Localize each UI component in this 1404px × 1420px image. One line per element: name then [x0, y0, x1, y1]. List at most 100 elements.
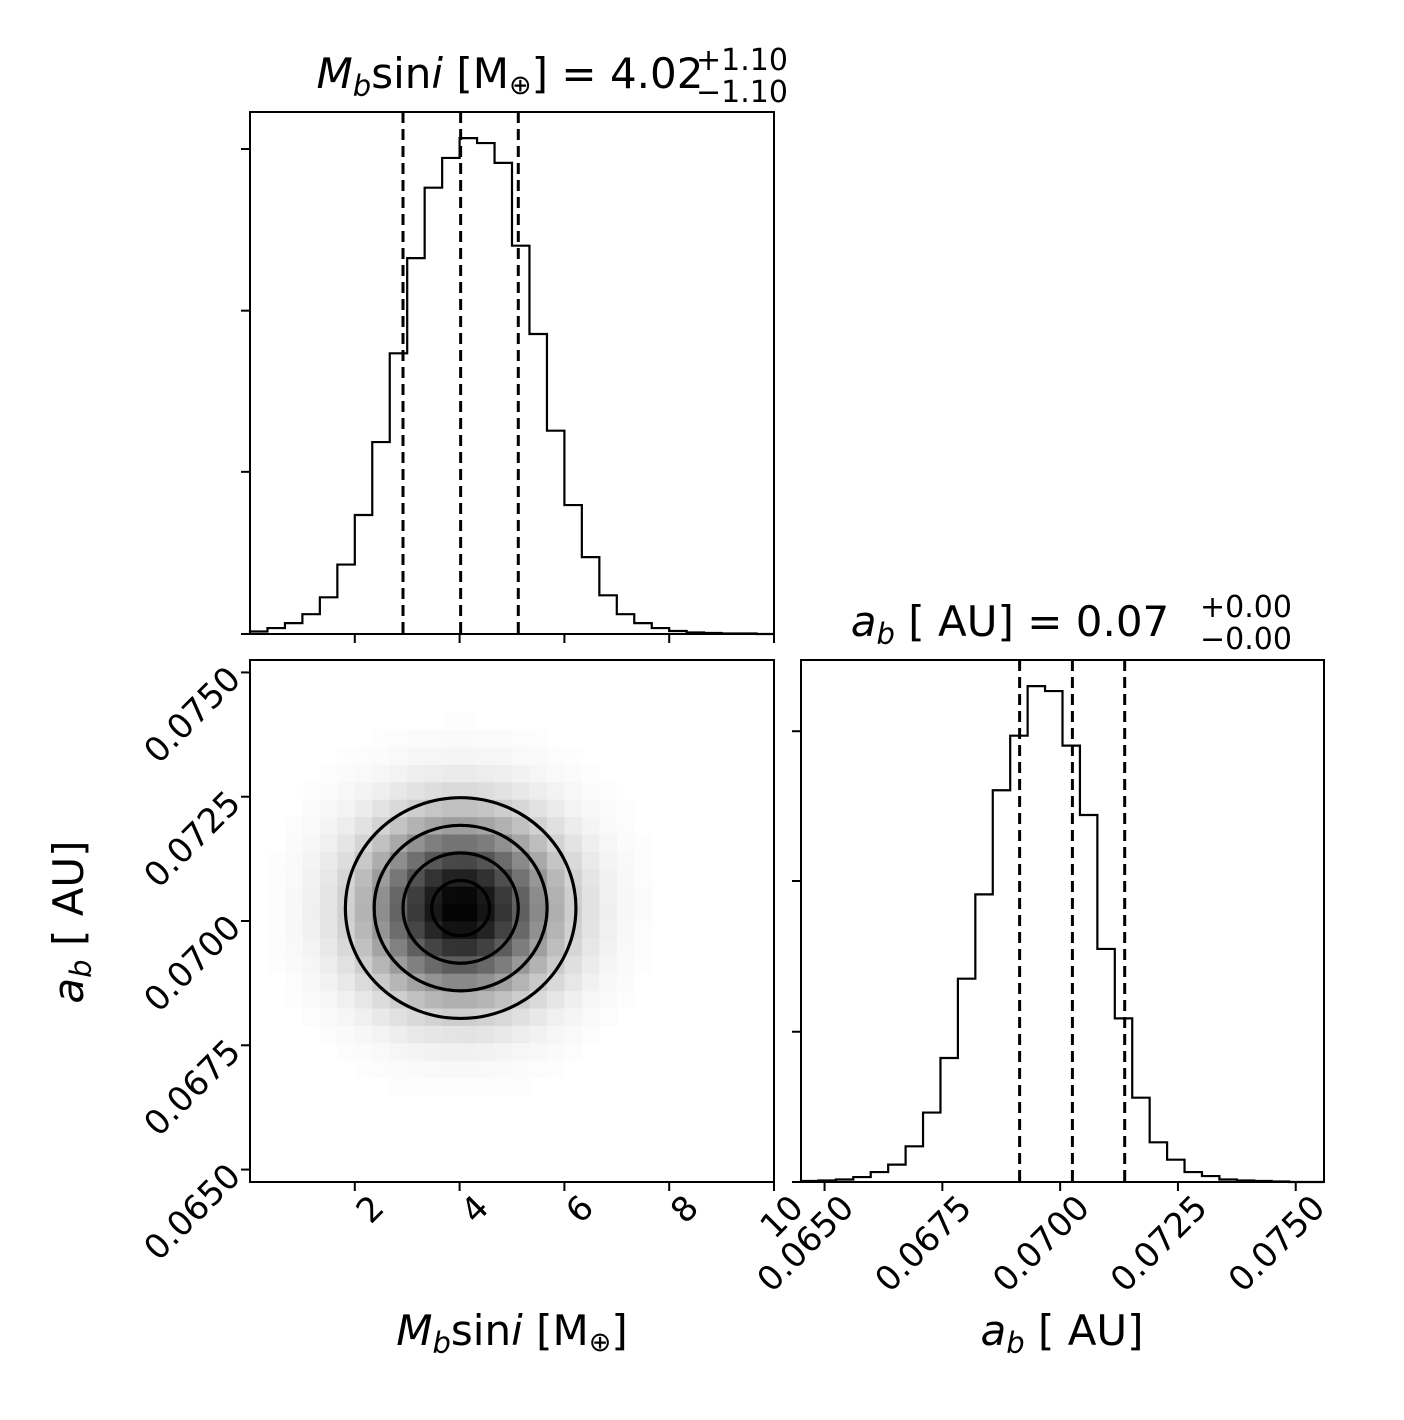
density-cell [372, 990, 391, 1009]
density-cell [442, 712, 461, 731]
density-cell [616, 834, 635, 852]
density-cell [442, 747, 461, 765]
density-cell [302, 799, 321, 818]
hist-a-bin [1063, 746, 1080, 1182]
density-cell [424, 1025, 443, 1044]
density-cell [407, 903, 426, 922]
hist-mass-step-outline [248, 137, 774, 636]
density-cell [284, 851, 303, 870]
density-cell [494, 1060, 513, 1079]
density-cell [337, 1025, 356, 1044]
density-cell [407, 886, 426, 905]
density-cell [284, 816, 303, 835]
density-cell [442, 799, 461, 818]
density-cell [284, 938, 303, 957]
density-cell [389, 1025, 408, 1044]
density-cell [529, 729, 548, 748]
density-cell [267, 868, 286, 887]
density-cell [512, 1060, 530, 1079]
density-contour [401, 851, 520, 965]
density-xtick-label: 2 [349, 1188, 393, 1232]
density-cell [407, 781, 426, 800]
density-cell [319, 834, 338, 852]
hist-a-quantile-lines [1018, 660, 1127, 1182]
density-cell [319, 903, 338, 922]
density-cell [372, 764, 391, 783]
density-cell [389, 764, 408, 783]
density-cell [494, 1077, 513, 1096]
density-cell [494, 921, 513, 939]
density-cell [337, 834, 356, 852]
density-cell [372, 1042, 391, 1061]
density-cell [372, 834, 391, 852]
hist-mass-bin [407, 258, 424, 634]
density-cell [389, 868, 408, 887]
title-ital: i [431, 49, 443, 98]
density-cell [407, 868, 426, 887]
density-ytick-label: 0.0700 [136, 908, 248, 1020]
density-cell [442, 781, 461, 800]
density-cell [599, 834, 618, 852]
density-cell [372, 955, 391, 974]
density-cell [319, 955, 338, 974]
density-cell [546, 903, 565, 922]
hist-a-xtick-label: 0.0675 [867, 1188, 979, 1300]
density-cell [407, 1077, 426, 1096]
density-cell [581, 851, 600, 870]
density-cell [302, 973, 321, 992]
density-cell [494, 764, 513, 783]
density-cell [564, 990, 583, 1009]
density-cell [424, 990, 443, 1009]
density-cell [267, 955, 286, 974]
density-cell [512, 1025, 530, 1044]
density-cell [372, 903, 391, 922]
density-cell [599, 921, 618, 939]
density-cell [581, 1025, 600, 1044]
density-cell [442, 1060, 461, 1079]
density-cell [477, 799, 496, 818]
density-contour [372, 823, 549, 993]
density-cell [599, 973, 618, 992]
density-contour [430, 878, 492, 938]
density-cell [389, 851, 408, 870]
density-cell [477, 990, 496, 1009]
hist-a-bin [1150, 1142, 1167, 1182]
density-cell [424, 834, 443, 852]
density-cell [337, 764, 356, 783]
xlabel-earth-symbol: ⊕ [589, 1327, 612, 1358]
density-cell [354, 1042, 373, 1061]
hist-mass-bin [512, 246, 529, 634]
density-cell [407, 990, 426, 1009]
density-cell [424, 1077, 443, 1096]
density-cell [599, 1008, 618, 1026]
density-cell [599, 903, 618, 922]
density-cell [616, 973, 635, 992]
hist-a-bin [923, 1113, 940, 1182]
density-cell [512, 973, 530, 992]
density-cell [389, 1060, 408, 1079]
density-cell [442, 834, 461, 852]
hist-a-title: ab [ AU] = 0.07 [851, 597, 1170, 651]
density-cell [424, 921, 443, 939]
title-value: 4.02 [610, 49, 704, 98]
density-cell [529, 799, 548, 818]
density-frame [249, 659, 775, 1183]
density-cell [634, 886, 653, 905]
density-cell [494, 747, 513, 765]
density-ytick-label: 0.0750 [136, 659, 248, 771]
density-cell [529, 903, 548, 922]
density-cell [284, 903, 303, 922]
density-cell [494, 955, 513, 974]
title-sub: b [353, 69, 371, 103]
density-cell [494, 938, 513, 957]
density-cell [319, 938, 338, 957]
hist-mass-steps [248, 137, 774, 636]
hist-mass-quantile-lines [401, 112, 520, 634]
hist-a-bin [1132, 1098, 1149, 1182]
density-cell [459, 729, 478, 748]
hist-a-y-ticks [792, 730, 801, 1183]
density-cell [477, 729, 496, 748]
density-cell [477, 868, 496, 887]
density-ylabel: ab [ AU] [44, 840, 98, 1003]
density-cell [581, 990, 600, 1009]
